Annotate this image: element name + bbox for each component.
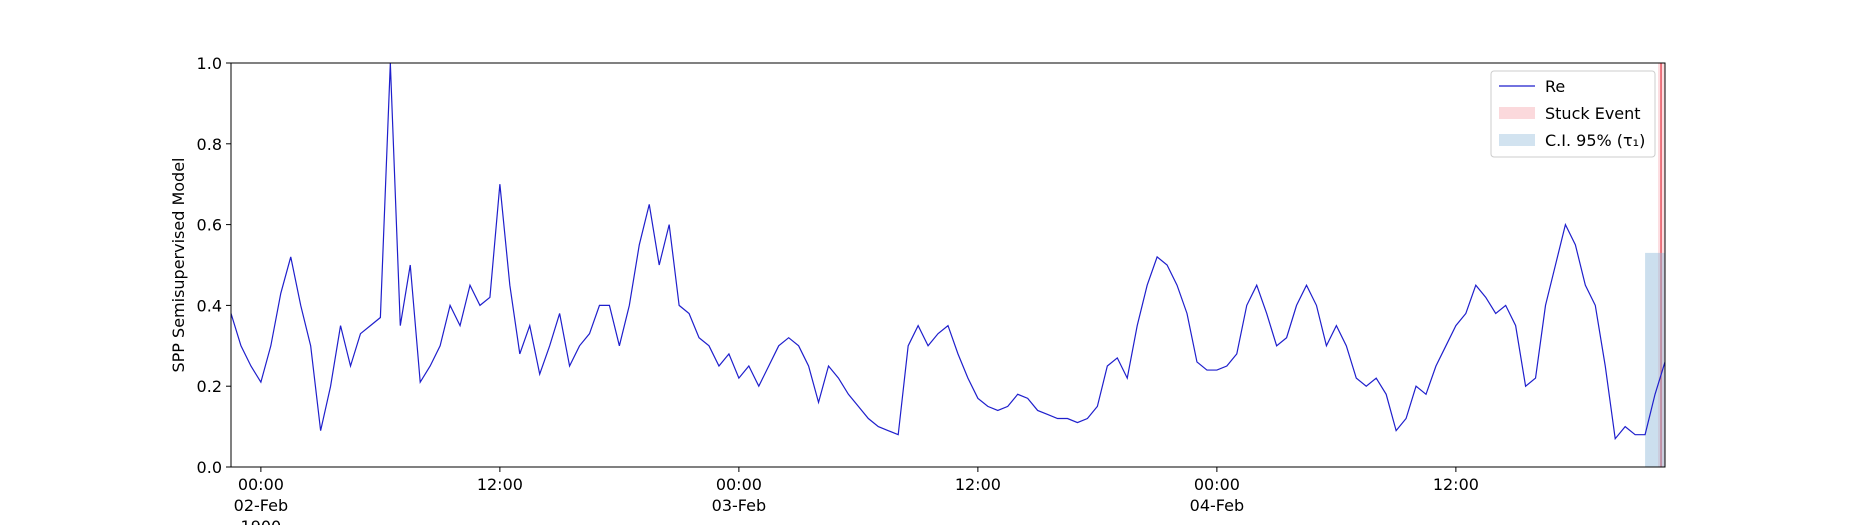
legend-box [1490,70,1656,158]
legend-label: Stuck Event [1545,104,1641,123]
legend-patch [1499,134,1535,146]
legend-label: C.I. 95% (τ₁) [1545,131,1645,150]
x-tick-label: 02-Feb [234,496,288,515]
x-tick-label: 00:00 [238,475,284,494]
y-tick-label: 0.2 [197,377,222,396]
x-tick-label: 12:00 [477,475,523,494]
span [1645,252,1665,467]
y-tick-label: 1.0 [197,54,222,73]
y-tick-label: 0.4 [197,296,222,315]
x-tick-label: 00:00 [716,475,762,494]
data-line [230,62,1666,441]
x-tick-label: 00:00 [1194,475,1240,494]
x-tick-label: 03-Feb [712,496,766,515]
y-axis-label: SPP Semisupervised Model [169,158,188,373]
legend-label: Re [1545,77,1565,96]
plot-frame [230,62,1666,468]
legend: Re Stuck Event C.I. 95% (τ₁) [1490,70,1656,158]
y-tick-label: 0.0 [197,458,222,477]
x-tick-label: 04-Feb [1190,496,1244,515]
legend-patch [1499,107,1535,119]
x-tick-label: 1900 [241,517,282,525]
x-tick-label: 12:00 [1433,475,1479,494]
y-tick-label: 0.6 [197,216,222,235]
x-tick-label: 12:00 [955,475,1001,494]
y-tick-label: 0.8 [197,135,222,154]
